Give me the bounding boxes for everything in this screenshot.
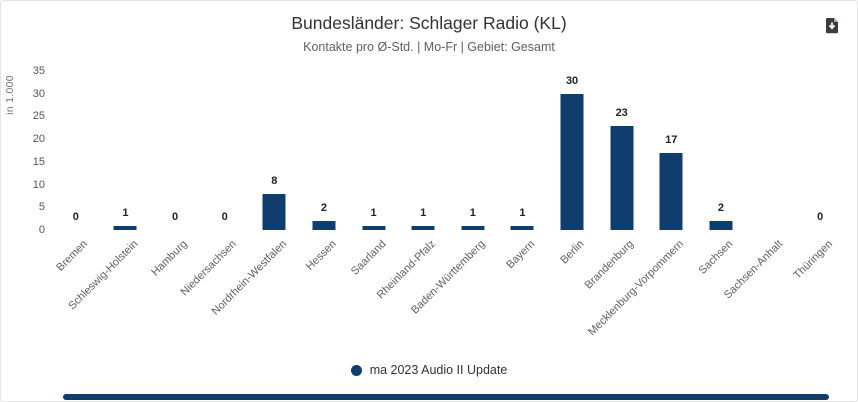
x-axis-label: Saarland bbox=[348, 238, 389, 278]
y-axis-tick: 35 bbox=[32, 65, 45, 77]
legend-label: ma 2023 Audio II Update bbox=[369, 363, 508, 377]
download-icon bbox=[826, 17, 838, 33]
bar-value-label: 2 bbox=[717, 201, 724, 214]
x-axis-label: Brandenburg bbox=[582, 238, 637, 292]
bar[interactable] bbox=[411, 225, 435, 230]
category-column: 2 Hessen bbox=[299, 71, 349, 272]
category-column: 0 Hamburg bbox=[149, 71, 200, 279]
bar-value-label: 23 bbox=[615, 106, 628, 119]
category-column: Sachsen-Anhalt bbox=[722, 71, 796, 301]
bar-value-label: 0 bbox=[817, 211, 824, 223]
bar[interactable] bbox=[560, 93, 584, 230]
bar-value-label: 0 bbox=[72, 211, 79, 223]
bar-value-label: 1 bbox=[420, 206, 427, 219]
x-axis-label: Mecklenburg-Vorpommern bbox=[585, 238, 686, 339]
category-column: 1 Bayern bbox=[498, 71, 548, 271]
bar-value-label: 0 bbox=[172, 211, 179, 223]
bar[interactable] bbox=[461, 225, 485, 230]
chart-subtitle: Kontakte pro Ø-Std. | Mo-Fr | Gebiet: Ge… bbox=[303, 40, 555, 54]
bar[interactable] bbox=[709, 220, 733, 230]
legend-item[interactable]: ma 2023 Audio II Update bbox=[1, 363, 857, 377]
export-menu-button[interactable] bbox=[821, 14, 843, 36]
bar[interactable] bbox=[659, 152, 683, 230]
bar-value-label: 0 bbox=[221, 211, 228, 223]
x-axis-label: Thüringen bbox=[791, 238, 835, 282]
bar[interactable] bbox=[262, 193, 286, 230]
category-column: 8 Nordrhein-Westfalen bbox=[209, 71, 300, 317]
bar-value-label: 1 bbox=[519, 206, 526, 219]
category-column: 0 Bremen bbox=[51, 71, 101, 274]
y-axis-tick: 25 bbox=[32, 110, 45, 123]
bar-value-label: 17 bbox=[665, 133, 678, 146]
bar-value-label: 1 bbox=[469, 206, 476, 219]
bar-value-label: 8 bbox=[271, 174, 278, 187]
plot-area: 0 Bremen 1 Schleswig-Holstein 0 Hamburg 0 Niede… bbox=[51, 71, 845, 338]
x-axis-label: Hamburg bbox=[149, 238, 190, 279]
y-axis: 0 5 10 15 20 25 30 35 bbox=[1, 65, 45, 236]
x-axis-label: Berlin bbox=[558, 238, 587, 267]
bar[interactable] bbox=[362, 225, 386, 230]
bar[interactable] bbox=[113, 225, 137, 230]
category-column: 1 Baden-Württemberg bbox=[409, 71, 498, 317]
category-column: 1 Rheinland-Pfalz bbox=[374, 71, 448, 301]
y-axis-tick: 5 bbox=[38, 201, 45, 214]
bar-value-label: 1 bbox=[122, 206, 129, 219]
bar[interactable] bbox=[510, 225, 534, 230]
y-axis-tick: 15 bbox=[32, 155, 45, 168]
y-axis-tick: 0 bbox=[38, 224, 45, 236]
horizontal-scrollbar[interactable] bbox=[63, 394, 829, 400]
category-column: 17 Mecklenburg-Vorpommern bbox=[586, 71, 697, 338]
chart-title: Bundesländer: Schlager Radio (KL) bbox=[291, 13, 567, 33]
category-column: 1 Schleswig-Holstein bbox=[66, 71, 151, 312]
bar-value-label: 30 bbox=[565, 74, 579, 87]
category-column: 2 Sachsen bbox=[696, 71, 746, 276]
legend-marker-icon bbox=[350, 364, 362, 376]
x-axis-label: Bayern bbox=[503, 238, 537, 272]
y-axis-tick: 10 bbox=[32, 178, 45, 191]
category-column: 0 Niedersachsen bbox=[179, 71, 250, 299]
x-axis-label: Sachsen bbox=[696, 238, 736, 277]
y-axis-tick: 30 bbox=[32, 87, 45, 100]
bar-value-label: 2 bbox=[320, 201, 327, 214]
x-axis-label: Bremen bbox=[54, 238, 91, 274]
bar-value-label: 1 bbox=[370, 206, 377, 219]
bar[interactable] bbox=[312, 220, 336, 230]
category-column: 30 Berlin bbox=[547, 71, 597, 266]
category-column: 23 Brandenburg bbox=[583, 71, 647, 291]
category-column: 1 Saarland bbox=[348, 71, 399, 278]
y-axis-tick: 20 bbox=[32, 133, 45, 146]
category-column: 0 Thüringen bbox=[791, 71, 845, 282]
bar[interactable] bbox=[610, 125, 634, 230]
x-axis-label: Hessen bbox=[303, 238, 339, 273]
